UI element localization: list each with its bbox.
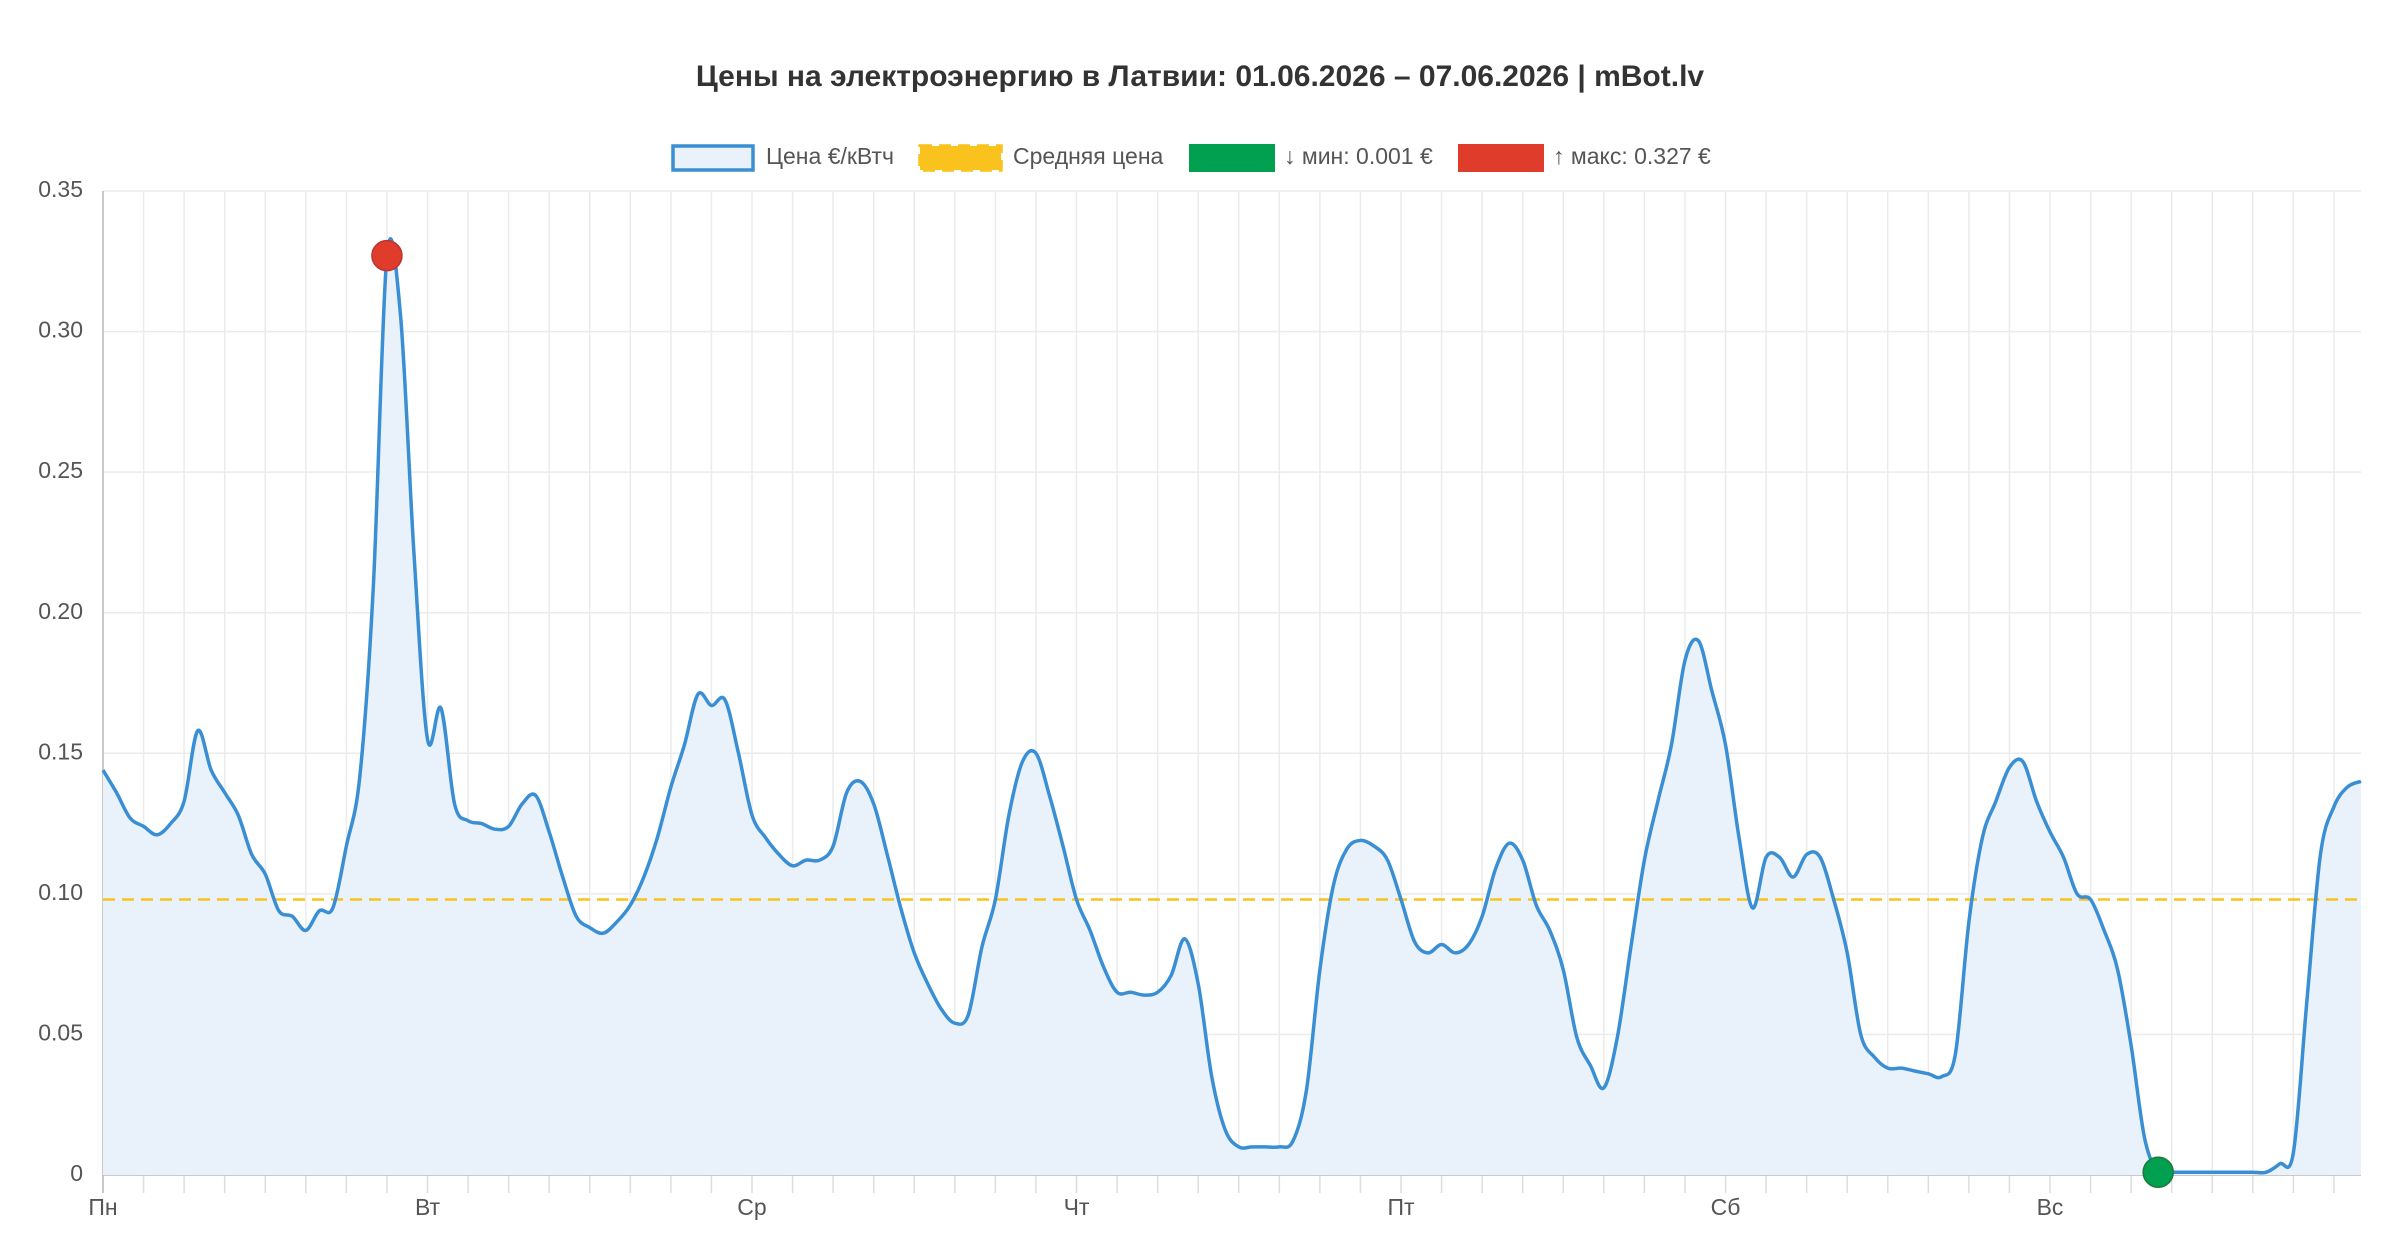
min-marker [2142,1156,2174,1188]
area [103,238,2361,1175]
x-tick-label: Сб [1711,1194,1741,1220]
chart-title: Цены на электроэнергию в Латвии: 01.06.2… [696,60,1705,93]
legend-label: ↑ макс: 0.327 € [1553,143,1711,169]
x-tick-label: Вс [2037,1194,2064,1220]
x-tick-label: Пт [1387,1194,1415,1220]
y-tick-label: 0.30 [38,317,83,343]
line [101,237,2362,1177]
y-tick-label: 0.20 [38,598,83,624]
legend-label: ↓ мин: 0.001 € [1284,143,1433,169]
y-tick-label: 0.10 [38,879,83,905]
x-tick-label: Чт [1064,1194,1090,1220]
legend-swatch [1458,144,1544,172]
x-tick-label: Ср [737,1194,766,1220]
y-tick-label: 0.25 [38,457,83,483]
legend-swatch [671,144,755,172]
max-marker [371,239,403,272]
legend-swatch [1189,144,1275,172]
x-tick-label: Пн [88,1194,117,1220]
legend-swatch [918,144,1003,172]
legend-label: Средняя цена [1013,143,1164,169]
y-tick-label: 0.15 [38,738,83,764]
y-tick-label: 0 [70,1160,83,1186]
legend-label: Цена €/кВтч [766,143,894,169]
y-tick-label: 0.35 [38,176,83,202]
y-tick-label: 0.05 [38,1020,83,1046]
x-tick-label: Вт [415,1194,441,1220]
